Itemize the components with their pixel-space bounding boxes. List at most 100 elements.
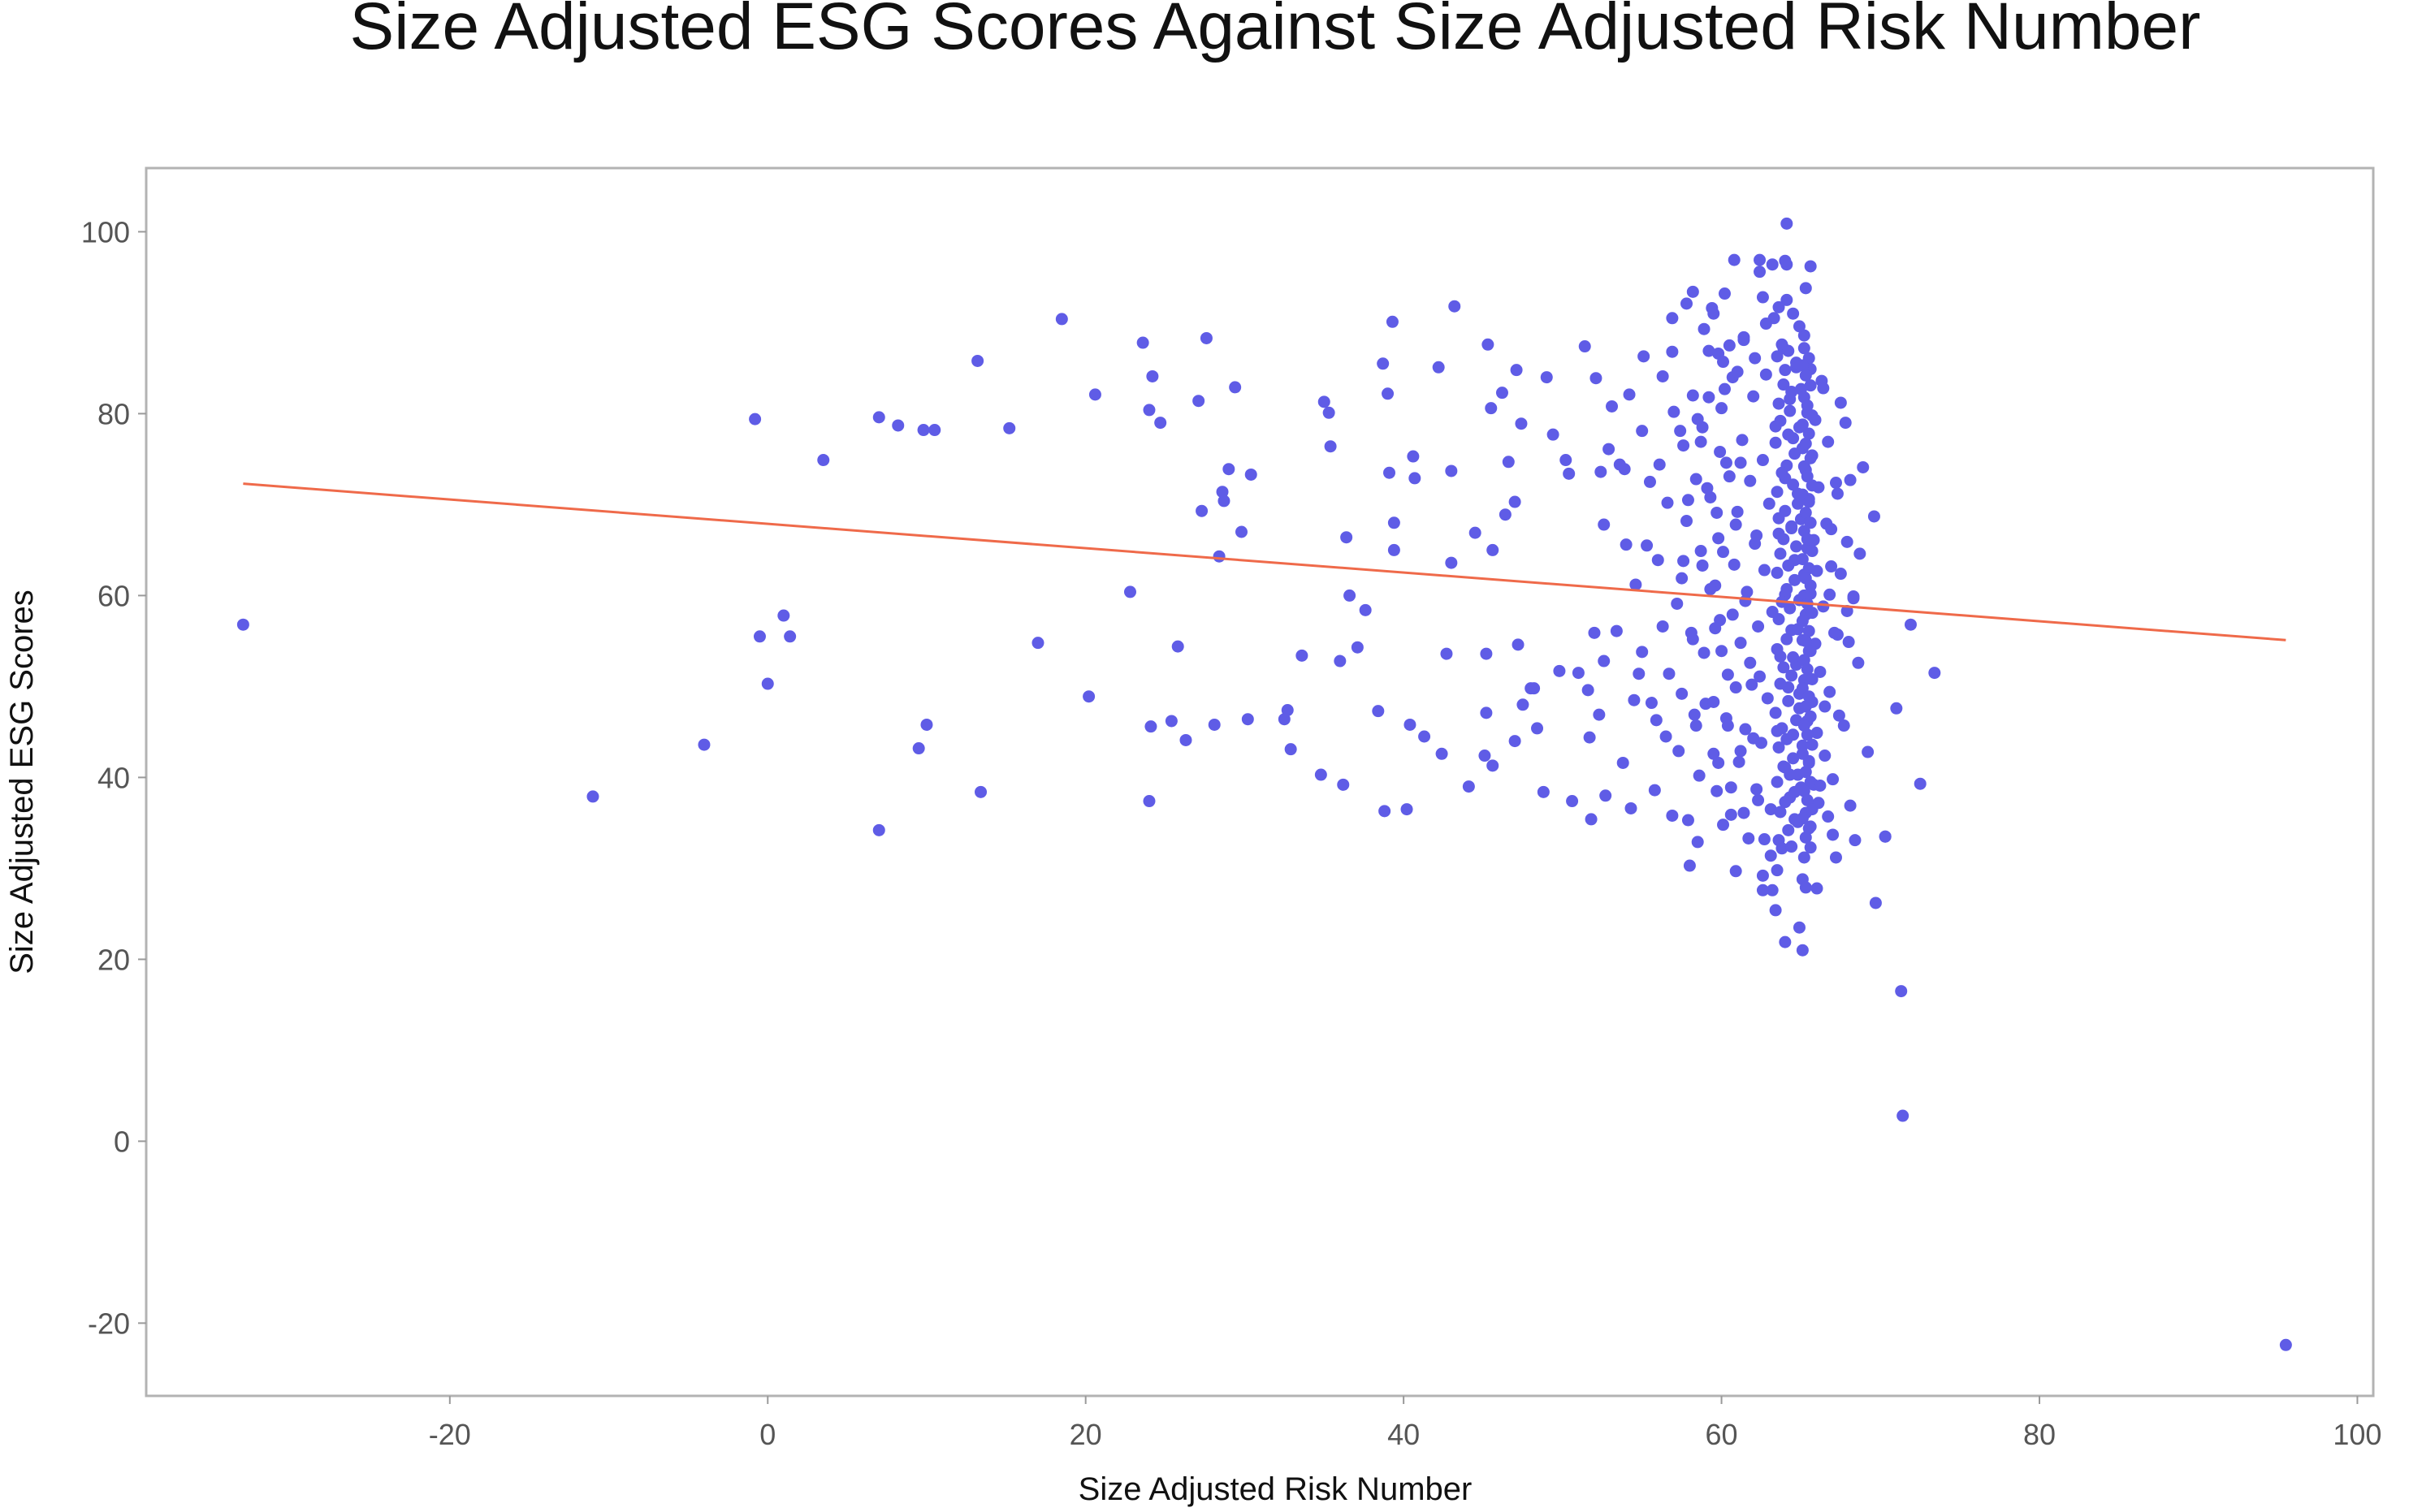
data-point — [1340, 531, 1353, 544]
data-point — [1802, 624, 1815, 637]
data-point — [1718, 382, 1731, 395]
data-point — [1758, 564, 1771, 577]
data-point — [753, 630, 766, 643]
data-point — [1377, 357, 1390, 370]
data-point — [1801, 793, 1814, 806]
data-point — [1806, 607, 1819, 620]
data-point — [1862, 745, 1875, 758]
data-point — [1620, 538, 1633, 551]
data-point — [971, 354, 984, 367]
data-point — [1787, 752, 1800, 765]
data-point — [1629, 578, 1642, 591]
data-point — [1696, 559, 1709, 572]
data-point — [1324, 440, 1337, 453]
data-point — [1810, 727, 1823, 740]
data-point — [1780, 293, 1793, 306]
data-point — [1801, 663, 1814, 676]
data-point — [1772, 512, 1785, 525]
data-point — [1661, 496, 1674, 509]
data-point — [1478, 750, 1491, 762]
data-point — [1737, 806, 1750, 819]
data-point — [912, 742, 925, 755]
data-point — [1284, 743, 1297, 756]
data-point — [1724, 781, 1737, 794]
y-tick-label: 100 — [81, 215, 130, 248]
data-point — [1593, 708, 1606, 721]
data-point — [1806, 479, 1819, 492]
data-point — [1777, 378, 1790, 391]
data-point — [1842, 636, 1855, 649]
data-point — [1088, 388, 1101, 401]
data-point — [1481, 338, 1494, 351]
data-point — [1643, 475, 1656, 488]
data-point — [1666, 312, 1679, 325]
data-point — [1553, 664, 1566, 677]
data-point — [1485, 402, 1498, 415]
data-point — [1784, 404, 1797, 417]
data-point — [1784, 768, 1797, 781]
data-point — [1598, 654, 1611, 667]
data-point — [1486, 759, 1499, 772]
data-point — [1754, 670, 1767, 683]
data-point — [1656, 620, 1669, 633]
data-point — [1407, 450, 1420, 463]
x-axis-label: Size Adjusted Risk Number — [1079, 1471, 1473, 1507]
data-point — [1779, 254, 1792, 267]
data-point — [1179, 733, 1192, 746]
data-point — [1852, 656, 1865, 669]
x-tick-label: 100 — [2333, 1418, 2381, 1451]
data-point — [1914, 777, 1927, 790]
data-point — [1796, 944, 1809, 957]
x-tick-label: 40 — [1387, 1418, 1420, 1451]
data-point — [1724, 808, 1737, 821]
data-point — [1383, 466, 1396, 479]
data-point — [1610, 624, 1623, 637]
data-point — [1726, 608, 1739, 621]
data-point — [1788, 785, 1801, 798]
y-tick-label: 40 — [97, 761, 130, 794]
data-point — [1495, 387, 1508, 400]
y-tick-label: 60 — [97, 579, 130, 612]
data-point — [1756, 883, 1769, 896]
data-point — [1154, 417, 1167, 430]
data-point — [1628, 693, 1641, 706]
data-point — [1512, 638, 1525, 651]
data-point — [1378, 805, 1391, 818]
data-point — [1372, 705, 1385, 718]
data-point — [892, 419, 905, 432]
data-point — [1694, 435, 1707, 448]
data-point — [1144, 720, 1157, 733]
data-point — [1689, 473, 1702, 486]
data-point — [1588, 626, 1601, 639]
data-point — [1777, 533, 1790, 546]
data-point — [1136, 336, 1149, 349]
data-point — [1709, 622, 1722, 635]
data-point — [1817, 600, 1830, 613]
data-point — [1825, 560, 1838, 573]
data-point — [1693, 769, 1706, 782]
data-point — [1083, 690, 1096, 703]
data-point — [2279, 1338, 2292, 1351]
data-point — [1165, 715, 1178, 728]
data-point — [1686, 285, 1699, 298]
data-point — [1744, 656, 1757, 669]
data-point — [1827, 828, 1840, 841]
data-point — [1317, 395, 1330, 408]
data-point — [1896, 1109, 1909, 1122]
data-point — [1839, 417, 1852, 430]
data-point — [1787, 307, 1800, 320]
data-point — [1698, 322, 1711, 335]
data-point — [1208, 718, 1221, 731]
data-point — [1758, 833, 1771, 846]
data-point — [1712, 532, 1725, 545]
data-point — [1769, 436, 1782, 449]
data-point — [1432, 361, 1445, 374]
data-point — [1904, 618, 1917, 631]
data-point — [1322, 406, 1335, 419]
data-point — [1804, 645, 1817, 658]
data-point — [1796, 359, 1809, 372]
data-point — [1200, 331, 1213, 344]
data-point — [1723, 470, 1736, 483]
data-point — [1802, 427, 1815, 440]
data-point — [1782, 344, 1795, 357]
